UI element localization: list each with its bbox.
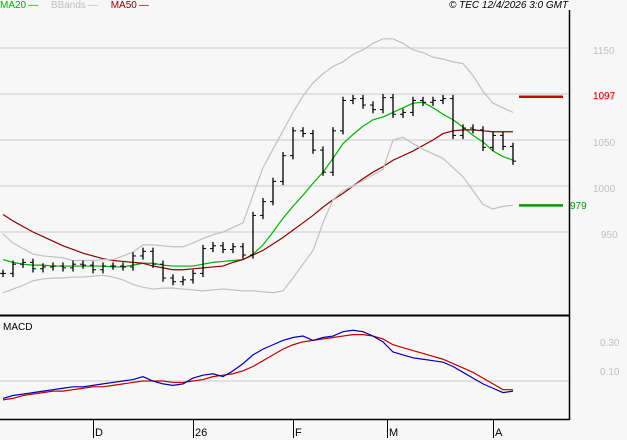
legend-ma50: MA50—: [110, 0, 149, 11]
macd-title: MACD: [3, 322, 33, 333]
ohlc-bars: [0, 94, 516, 286]
price-markers: [519, 95, 563, 207]
legend: MA20— BBands — MA50—: [0, 0, 151, 12]
last-value-marker-low: 979: [570, 201, 587, 212]
price-tick-1150: 1150: [593, 46, 615, 57]
legend-ma20: MA20—: [0, 0, 39, 11]
price-gridlines: [0, 47, 569, 233]
macd-tick-010: 0.10: [600, 367, 620, 378]
last-value-marker-high: 1097: [593, 91, 616, 102]
x-tick-d: D: [95, 427, 103, 439]
price-tick-1100: 1100: [593, 92, 615, 103]
price-tick-1050: 1050: [593, 138, 616, 149]
series-layer: [2, 38, 514, 294]
macd-tick-030: 0.30: [600, 338, 620, 349]
x-tick-a: A: [495, 427, 503, 439]
price-tick-950: 950: [601, 230, 618, 241]
legend-bbands: BBands —: [50, 0, 98, 11]
copyright-timestamp: © TEC 12/4/2026 3:0 GMT: [449, 0, 569, 11]
x-tick-m: M: [389, 427, 399, 439]
price-tick-1000: 1000: [593, 184, 616, 195]
x-tick-f: F: [295, 427, 302, 439]
macd-lines: [2, 329, 514, 401]
x-tick-marks: [93, 420, 494, 438]
x-tick-26: 26: [195, 427, 208, 439]
